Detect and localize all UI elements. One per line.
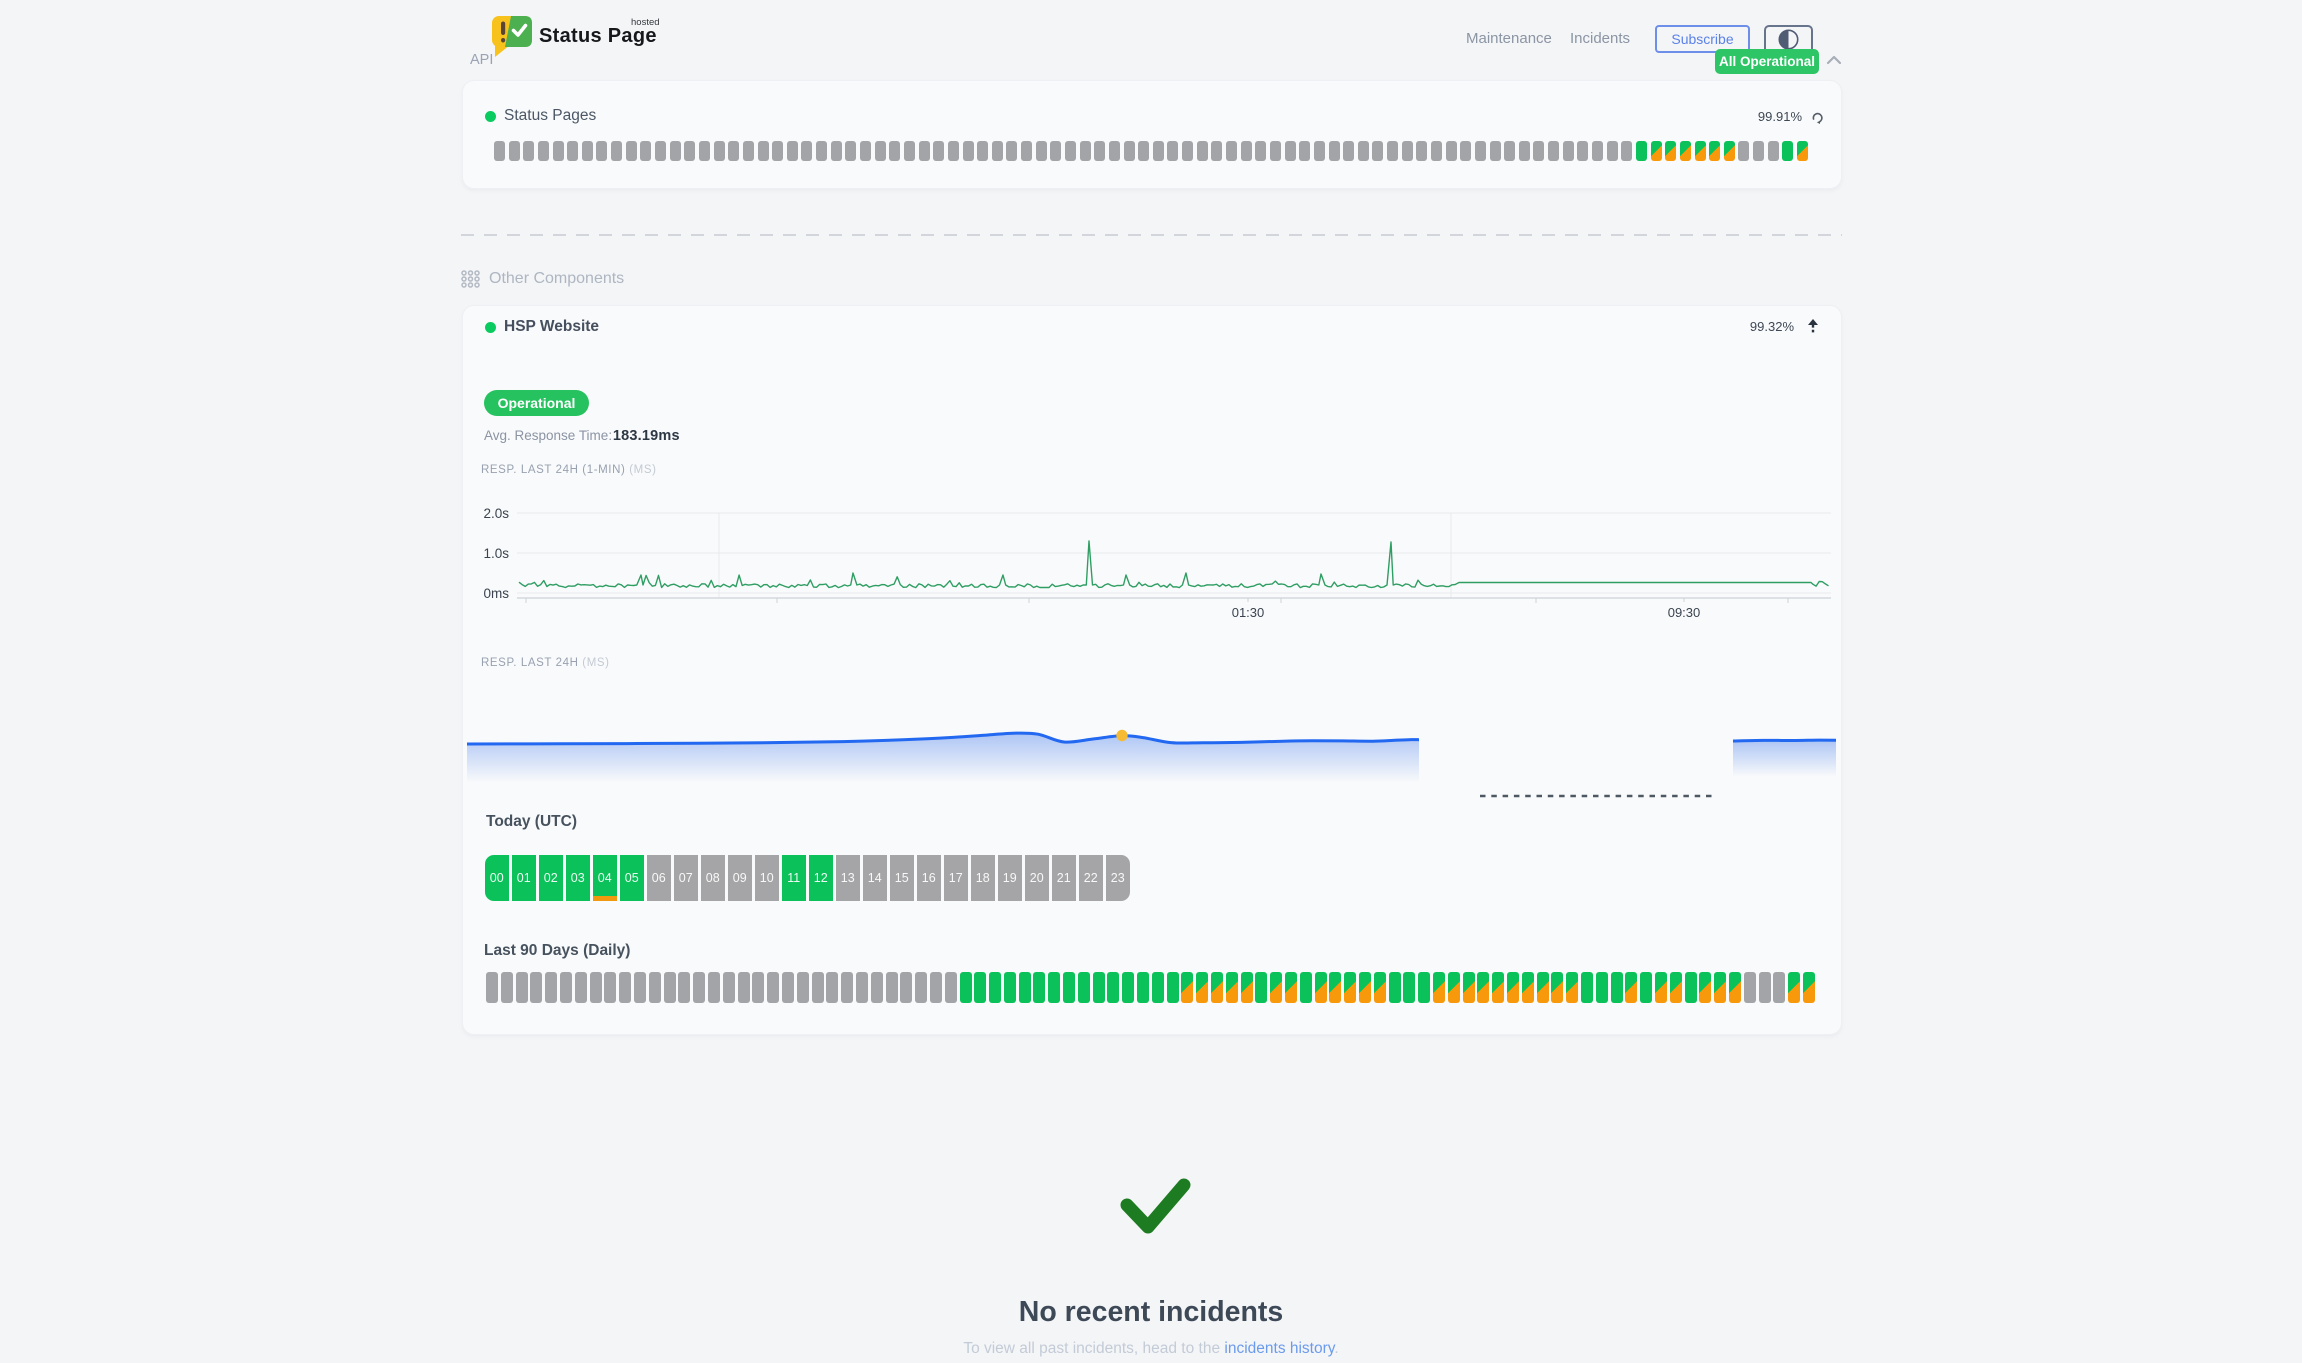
svg-text:1.0s: 1.0s <box>483 546 509 561</box>
svg-text:0ms: 0ms <box>483 586 509 601</box>
svg-text:01:30: 01:30 <box>1232 605 1265 620</box>
svg-text:09:30: 09:30 <box>1668 605 1701 620</box>
svg-text:2.0s: 2.0s <box>483 506 509 521</box>
